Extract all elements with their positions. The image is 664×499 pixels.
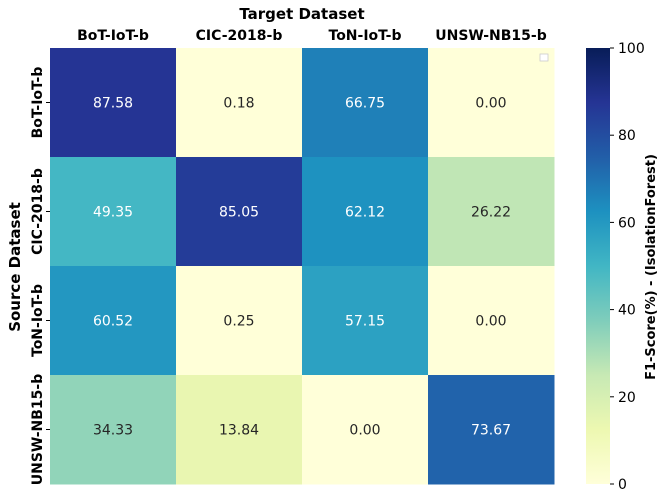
cell-value-label: 49.35: [93, 205, 133, 221]
heatmap-cell: [50, 48, 177, 158]
heatmap-cell: [428, 266, 555, 376]
cell-value-label: 87.58: [93, 96, 133, 112]
cell-value-label: 85.05: [219, 205, 259, 221]
x-tick-label: CIC-2018-b: [196, 28, 283, 44]
y-tick-label: BoT-IoT-b: [30, 67, 46, 139]
cell-value-label: 57.15: [345, 314, 385, 330]
cell-value-label: 0.00: [349, 423, 380, 439]
cell-value-label: 0.00: [475, 96, 506, 112]
colorbar-tick-label: 20: [618, 390, 636, 406]
colorbar-label: F1-Score(%) - (IsolationForest): [644, 154, 659, 380]
colorbar: [586, 48, 610, 484]
y-tick-label: CIC-2018-b: [30, 168, 46, 255]
cell-value-label: 60.52: [93, 314, 133, 330]
heatmap-cell: [428, 157, 555, 267]
heatmap-cell: [50, 375, 177, 485]
cell-value-label: 26.22: [471, 205, 511, 221]
heatmap-cell: [176, 266, 303, 376]
colorbar-tick-label: 80: [618, 128, 636, 144]
x-tick-label: ToN-IoT-b: [329, 28, 402, 44]
heatmap-cell: [176, 375, 303, 485]
heatmap-cell: [428, 375, 555, 485]
heatmap-cell-labels: 87.58 0.18 66.75 0.00 49.35 85.05 62.12 26.22 60…: [93, 96, 511, 439]
colorbar-tick-label: 40: [618, 303, 636, 319]
colorbar-tick-label: 0: [618, 477, 627, 493]
heatmap-cell: [50, 266, 177, 376]
heatmap-cell: [302, 48, 429, 158]
cell-value-label: 73.67: [471, 423, 511, 439]
cell-value-label: 0.00: [475, 314, 506, 330]
legend-box: [539, 53, 549, 62]
y-tick-labels: BoT-IoT-b CIC-2018-b ToN-IoT-b UNSW-NB15-b: [30, 67, 50, 486]
x-axis-label: Target Dataset: [239, 5, 364, 23]
heatmap-cells: [50, 48, 555, 485]
cell-value-label: 13.84: [219, 423, 259, 439]
y-tick-label: ToN-IoT-b: [30, 284, 46, 357]
y-tick-label: UNSW-NB15-b: [30, 374, 46, 486]
cell-value-label: 0.18: [223, 96, 254, 112]
cell-value-label: 34.33: [93, 423, 133, 439]
colorbar-ticks: 0 20 40 60 80 100: [610, 41, 645, 493]
x-tick-label: UNSW-NB15-b: [435, 28, 547, 44]
heatmap-cell: [302, 157, 429, 267]
colorbar-tick-label: 100: [618, 41, 645, 57]
cell-value-label: 62.12: [345, 205, 385, 221]
x-tick-labels: BoT-IoT-b CIC-2018-b ToN-IoT-b UNSW-NB15-b: [77, 28, 547, 44]
heatmap-cell: [50, 157, 177, 267]
heatmap-cell: [302, 375, 429, 485]
y-axis-label: Source Dataset: [6, 202, 24, 332]
x-tick-label: BoT-IoT-b: [77, 28, 149, 44]
cell-value-label: 0.25: [223, 314, 254, 330]
heatmap-cell: [176, 48, 303, 158]
heatmap-cell: [428, 48, 555, 158]
heatmap-cell: [302, 266, 429, 376]
colorbar-tick-label: 60: [618, 215, 636, 231]
cell-value-label: 66.75: [345, 96, 385, 112]
heatmap-cell: [176, 157, 303, 267]
